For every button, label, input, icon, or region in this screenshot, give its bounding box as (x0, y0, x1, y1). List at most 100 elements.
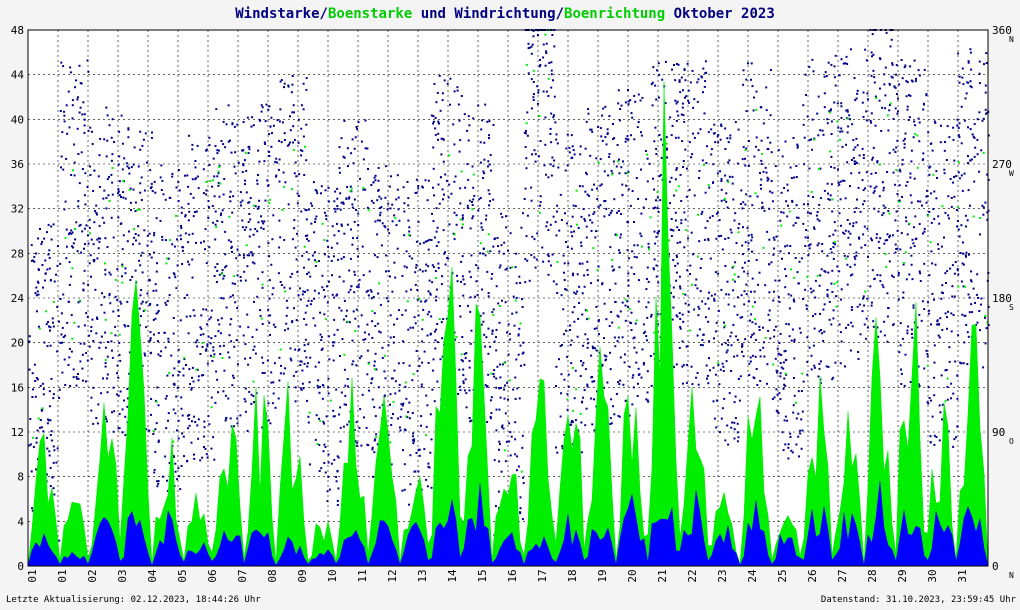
gust-direction-point-217 (888, 212, 891, 215)
wind-direction-point-2703 (646, 316, 649, 319)
wind-direction-point-202 (87, 129, 90, 132)
wind-direction-point-251 (70, 275, 73, 278)
wind-direction-point-959 (220, 297, 223, 300)
wind-direction-point-3737 (863, 323, 866, 326)
wind-direction-point-2395 (570, 362, 573, 365)
wind-direction-point-274 (67, 90, 70, 93)
wind-direction-point-639 (157, 332, 160, 334)
wind-direction-point-1324 (327, 392, 330, 395)
wind-direction-point-3446 (789, 245, 792, 247)
wind-direction-point-3516 (823, 270, 826, 272)
wind-direction-point-763 (213, 175, 216, 178)
wind-direction-point-2354 (551, 34, 554, 36)
wind-direction-point-635 (152, 433, 155, 435)
wind-direction-point-2748 (646, 399, 649, 402)
wind-direction-point-85 (56, 447, 59, 450)
wind-direction-point-1510 (364, 188, 367, 191)
wind-direction-point-794 (195, 210, 198, 213)
wind-direction-point-3671 (835, 295, 837, 298)
wind-direction-point-231 (65, 257, 68, 260)
wind-direction-point-3617 (807, 254, 810, 257)
wind-direction-point-1019 (258, 160, 261, 163)
wind-direction-point-1701 (421, 270, 424, 273)
wind-direction-point-3573 (805, 229, 808, 231)
wind-direction-point-1455 (353, 220, 356, 223)
wind-direction-point-1813 (422, 308, 425, 311)
wind-direction-point-495 (139, 264, 142, 267)
wind-direction-point-2856 (652, 66, 655, 69)
wind-direction-point-3532 (827, 61, 830, 64)
wind-direction-point-2492 (566, 133, 569, 136)
wind-direction-point-1519 (339, 192, 342, 195)
wind-direction-point-434 (141, 144, 144, 147)
wind-direction-point-2478 (561, 447, 564, 450)
wind-direction-point-1453 (349, 288, 352, 291)
wind-direction-point-2189 (517, 333, 520, 336)
wind-direction-point-2803 (670, 134, 673, 137)
wind-direction-point-874 (236, 422, 239, 425)
wind-direction-point-2785 (622, 383, 625, 386)
wind-direction-point-1539 (360, 355, 363, 358)
wind-direction-point-1408 (343, 299, 346, 302)
wind-direction-point-435 (139, 315, 142, 318)
wind-direction-point-3872 (891, 234, 894, 237)
wind-direction-point-1379 (323, 313, 326, 316)
gust-direction-point-33 (166, 257, 169, 260)
gust-direction-point-74 (316, 443, 319, 445)
wind-direction-point-137 (35, 294, 38, 297)
wind-direction-point-1800 (429, 332, 432, 335)
wind-direction-point-1424 (339, 426, 342, 429)
wind-direction-point-3694 (850, 321, 853, 324)
wind-direction-point-1173 (283, 86, 285, 89)
wind-direction-point-245 (70, 350, 73, 353)
wind-direction-point-3387 (795, 165, 798, 167)
wind-direction-point-3060 (688, 141, 691, 144)
wind-direction-point-3939 (906, 105, 909, 108)
wind-direction-point-474 (124, 434, 127, 437)
wind-direction-point-3162 (736, 296, 739, 299)
wind-direction-point-2398 (576, 335, 579, 338)
wind-direction-point-1083 (255, 392, 258, 395)
wind-direction-point-1302 (321, 286, 324, 289)
speed-areas (27, 81, 989, 567)
wind-direction-point-612 (177, 437, 180, 440)
wind-direction-point-416 (96, 213, 98, 216)
wind-direction-point-3560 (831, 210, 834, 213)
wind-direction-point-3225 (770, 151, 773, 154)
wind-direction-point-1711 (430, 239, 433, 241)
wind-direction-point-3692 (846, 161, 849, 164)
wind-direction-point-4119 (956, 124, 959, 127)
wind-direction-point-4095 (950, 397, 952, 400)
wind-direction-point-2616 (590, 128, 593, 131)
wind-direction-point-2526 (612, 405, 614, 408)
wind-direction-point-70 (39, 426, 41, 429)
wind-direction-point-3840 (871, 239, 873, 242)
wind-direction-point-2579 (595, 157, 598, 160)
wind-direction-point-2770 (632, 337, 635, 340)
wind-direction-point-3868 (892, 118, 895, 120)
wind-direction-point-3211 (734, 261, 737, 264)
wind-direction-point-4210 (960, 362, 963, 365)
wind-direction-point-2545 (593, 347, 596, 350)
wind-direction-point-3395 (775, 409, 778, 412)
wind-direction-point-926 (222, 297, 225, 300)
wind-direction-point-1616 (391, 220, 394, 223)
wind-direction-point-822 (196, 144, 199, 147)
wind-direction-point-2422 (569, 329, 572, 331)
wind-direction-point-1889 (441, 188, 444, 191)
wind-direction-point-2394 (560, 294, 563, 297)
wind-direction-point-1646 (384, 165, 387, 168)
gust-direction-point-73 (323, 239, 326, 241)
wind-direction-point-1665 (398, 389, 401, 392)
wind-direction-point-1781 (415, 240, 418, 243)
wind-direction-point-3401 (783, 383, 786, 386)
wind-direction-point-3558 (816, 218, 819, 221)
wind-direction-point-1331 (318, 260, 320, 263)
wind-direction-point-876 (228, 195, 231, 198)
wind-direction-point-3922 (900, 372, 903, 375)
wind-direction-point-1347 (311, 204, 314, 207)
wind-direction-point-2442 (567, 262, 570, 265)
wind-direction-point-3853 (883, 83, 886, 86)
wind-direction-point-3145 (734, 395, 737, 398)
